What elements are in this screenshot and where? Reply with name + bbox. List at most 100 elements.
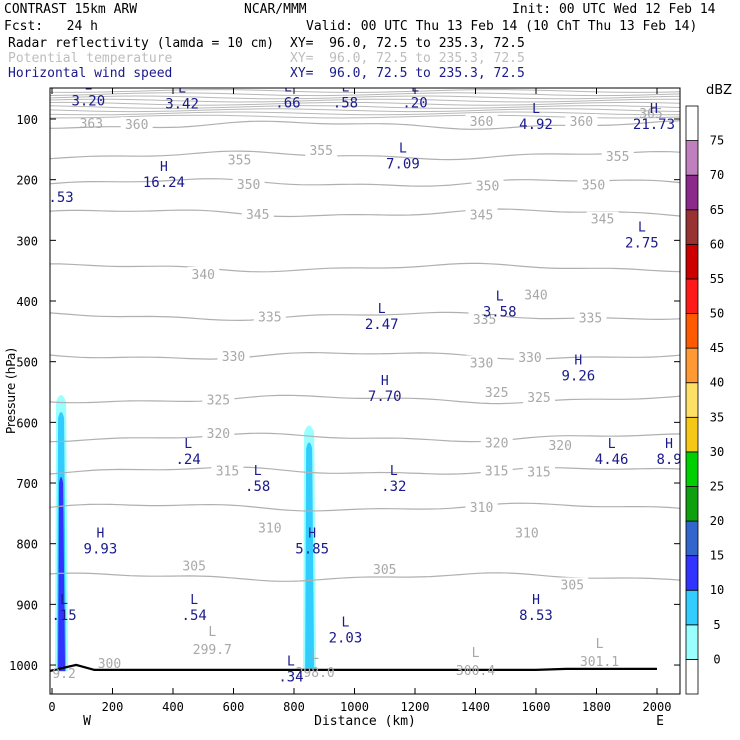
theta-min-marker: L: [311, 648, 319, 663]
colorbar-level-label: 5: [713, 618, 720, 632]
valid-time: Valid: 00 UTC Thu 13 Feb 14 (10 ChT Thu …: [306, 19, 698, 34]
wind-extremum-value: .15: [51, 608, 76, 624]
colorbar-swatch: [685, 659, 699, 695]
wind-extremum-value: 3.42: [165, 97, 199, 113]
field-name-reflectivity: Radar reflectivity (lamda = 10 cm): [8, 36, 275, 51]
axes: 100 200 300 400 500 600 700 800 900 1000 0 200 400 60…: [9, 88, 680, 714]
x-tick-label: 1400: [461, 700, 490, 714]
x-tick-label: 600: [223, 700, 245, 714]
colorbar-level-label: 65: [710, 203, 724, 217]
reflectivity-cell-mid: [305, 442, 315, 672]
wind-extremum-value: 4.46: [595, 452, 629, 468]
contour-label-bg: [465, 499, 498, 514]
y-tick-label: 1000: [9, 659, 38, 673]
colorbar-swatch: [685, 416, 699, 453]
wind-extremum-marker: L: [608, 437, 616, 452]
contour-label-360: 360: [470, 115, 493, 130]
upper-contour-line: [50, 95, 680, 100]
colorbar-level-label: 20: [710, 514, 724, 528]
wind-extremum-value: 8.9: [656, 452, 681, 468]
contour-label-355: 355: [606, 150, 629, 165]
theta-contour-355: [50, 150, 680, 161]
colorbar-level-label: 15: [710, 549, 724, 563]
colorbar-swatch: [685, 555, 699, 591]
contour-label-bg: [544, 438, 577, 453]
wind-extremum-marker: L: [342, 80, 350, 95]
contour-label-360: 360: [570, 115, 593, 130]
wind-extremum-value: 4.92: [519, 117, 553, 133]
wind-extremum-value: 7.09: [386, 157, 420, 173]
wind-extremum-value: 2.03: [329, 631, 363, 647]
theta-contour-330: [50, 351, 680, 360]
contour-label-bg: [223, 152, 256, 167]
field-name-theta: Potential temperature: [8, 51, 173, 66]
y-tick-label: 500: [16, 356, 38, 370]
east-label: E: [656, 714, 664, 729]
wind-extremum-marker: L: [284, 80, 292, 95]
wind-extremum-value: 9.93: [84, 541, 118, 557]
center-label: NCAR/MMM: [244, 2, 307, 17]
contour-label-320: 320: [485, 437, 508, 452]
wind-extremum-value: 2.75: [625, 236, 659, 252]
contour-label-bg: [465, 207, 498, 222]
x-tick-label: 400: [162, 700, 184, 714]
wind-extremum-value: .34: [278, 669, 303, 685]
field-xy-reflectivity: XY= 96.0, 72.5 to 235.3, 72.5: [290, 36, 525, 51]
colorbar-swatch: [685, 313, 699, 349]
contour-label-bg: [586, 211, 619, 226]
wind-extremum-value: 5.85: [295, 541, 329, 557]
upper-contour-line: [50, 89, 680, 93]
contour-label-335: 335: [258, 310, 281, 325]
colorbar-level-label: 40: [710, 376, 724, 390]
x-tick-label: 200: [102, 700, 124, 714]
wind-extremum-marker: L: [287, 654, 295, 669]
colorbar: 0 5 10 15 20 25 30 35 40 45 50 55 60 65 70 75: [685, 105, 724, 695]
wind-extremum-marker: L: [190, 593, 198, 608]
x-tick-label: 800: [283, 700, 305, 714]
y-axis-label: Pressure (hPa): [4, 348, 18, 434]
colorbar-swatch: [685, 486, 699, 522]
colorbar-swatch: [685, 624, 699, 660]
terrain-layer: [50, 663, 657, 672]
contour-label-bg: [565, 114, 598, 129]
wind-extremum-value: 9.26: [561, 368, 595, 384]
contour-label-315: 315: [527, 466, 550, 481]
theta-min-value: 298.0: [296, 666, 335, 681]
contour-label-325: 325: [207, 394, 230, 409]
theta-contour-325: [50, 394, 680, 405]
x-axis-label: Distance (km): [314, 714, 416, 729]
contour-label-bg: [202, 425, 235, 440]
wind-extremum-marker: H: [665, 437, 673, 452]
contour-label-bg: [577, 177, 610, 192]
contour-label-bg: [520, 287, 552, 302]
contour-label-bg: [368, 561, 401, 576]
upper-contour-line: [50, 105, 680, 109]
contour-label-360: 360: [125, 118, 148, 133]
theta-contour-320: [50, 432, 680, 443]
wind-extremum-value: .54: [182, 608, 207, 624]
colorbar-level-label: 75: [710, 134, 724, 148]
contour-label-bg: [513, 350, 546, 365]
y-tick-label: 100: [16, 113, 38, 127]
colorbar-level-label: 55: [710, 272, 724, 286]
wind-extremum-value: 3.58: [483, 305, 517, 321]
theta-min-value: 299.7: [193, 643, 232, 658]
x-tick-label: 1000: [340, 700, 369, 714]
upper-contour-line: [50, 108, 680, 113]
contour-label-310: 310: [258, 522, 281, 537]
contour-label-330: 330: [222, 350, 245, 365]
contour-label-bg: [480, 435, 513, 450]
colorbar-level-label: 25: [710, 479, 724, 493]
wind-extremum-marker: H: [574, 353, 582, 368]
contour-label-325: 325: [485, 386, 508, 401]
colorbar-swatch: [685, 451, 699, 487]
contour-label-315: 315: [216, 464, 239, 479]
contour-label-310: 310: [515, 526, 538, 541]
colorbar-level-label: 60: [710, 237, 724, 251]
contour-label-bg: [471, 178, 504, 193]
wind-extremum-marker: L: [378, 302, 386, 317]
contour-label-bg: [556, 577, 589, 592]
contour-label-345: 345: [246, 208, 269, 223]
contour-label-bg: [465, 114, 498, 129]
